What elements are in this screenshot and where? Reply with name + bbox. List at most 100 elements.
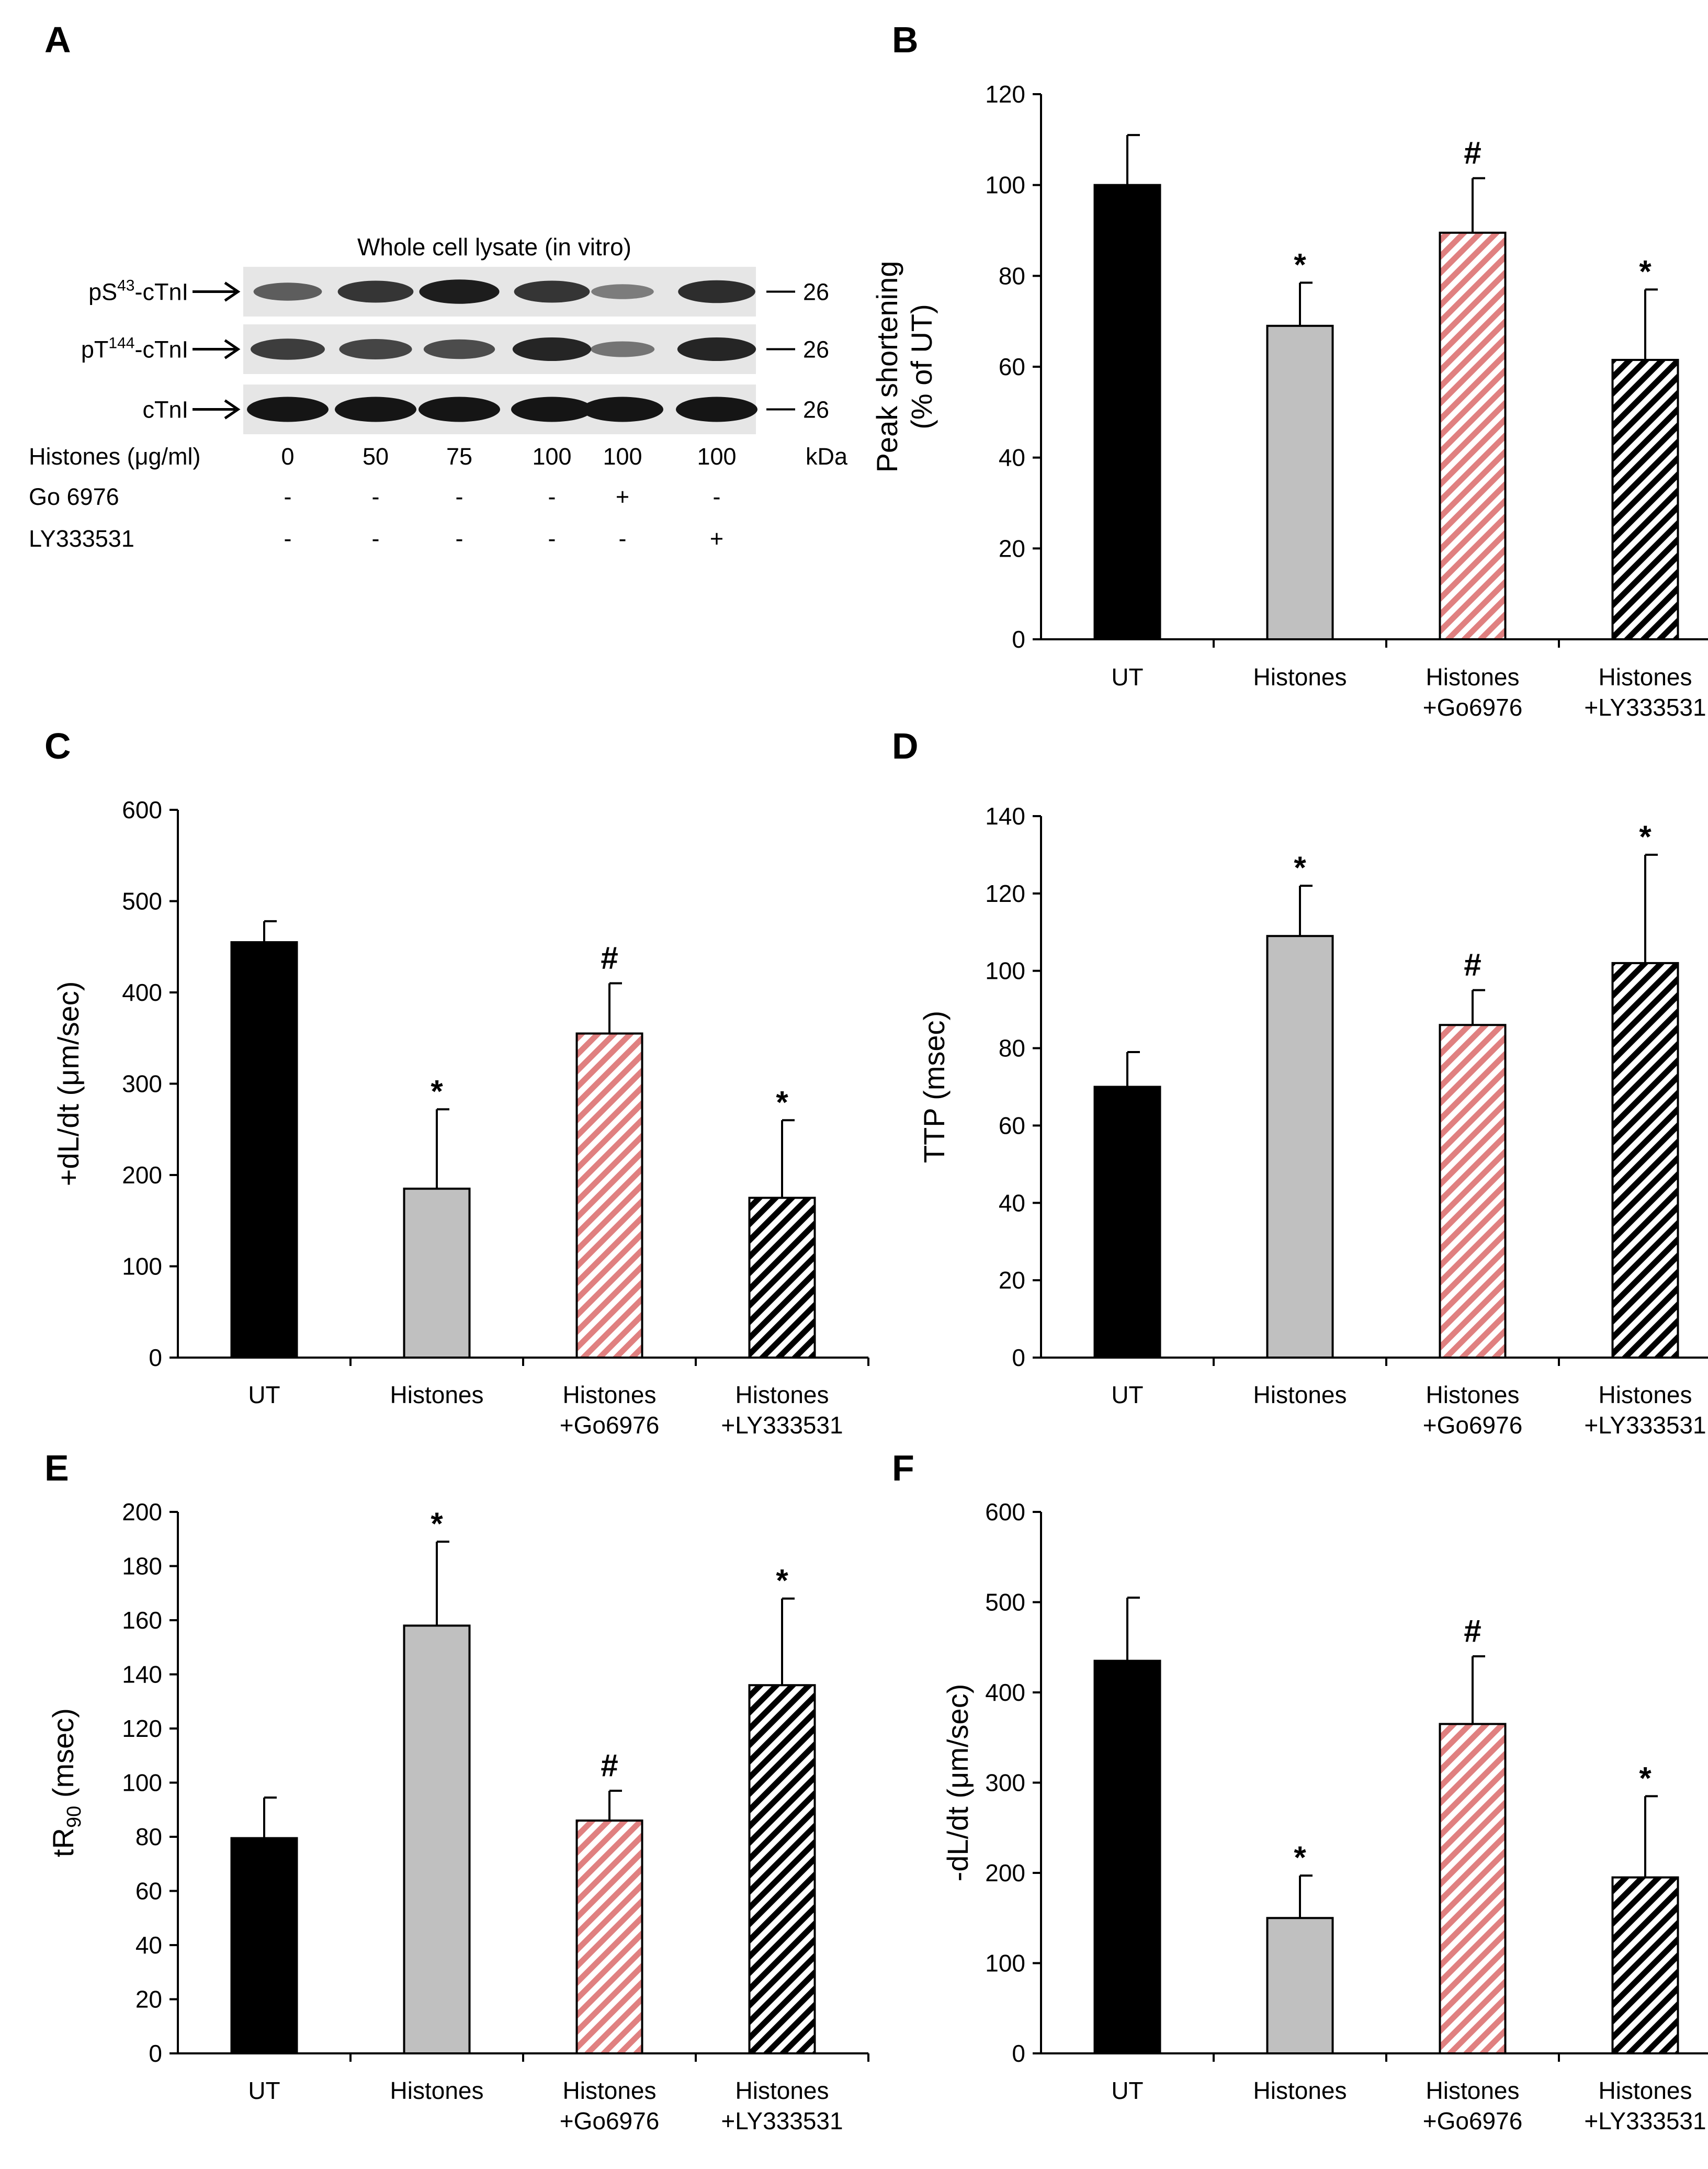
category-label: Histones bbox=[736, 1381, 829, 1408]
blot-rows: pS43-cTnI 26 pT144-cTnI 26 cTnI 26 bbox=[81, 267, 829, 434]
bar bbox=[230, 941, 298, 1359]
y-tick-label: 600 bbox=[985, 1498, 1025, 1526]
chart-panel-b: B 0 20 40 60 80 100 120 Peak shortening(% of UT)… bbox=[870, 19, 1708, 721]
bar bbox=[575, 1819, 643, 2054]
significance-marker: * bbox=[1294, 247, 1306, 282]
y-tick-label: 0 bbox=[1012, 2040, 1025, 2067]
y-tick-label: 140 bbox=[985, 803, 1025, 830]
panel-label: E bbox=[44, 1448, 69, 1488]
category-label: UT bbox=[1111, 1381, 1143, 1408]
significance-marker: * bbox=[776, 1084, 788, 1120]
y-tick-label: 300 bbox=[985, 1769, 1025, 1797]
blot-row-label: pS43-cTnI bbox=[88, 277, 188, 306]
significance-marker: * bbox=[1639, 819, 1652, 854]
category-label: Histones bbox=[563, 2077, 657, 2104]
blot-row: pT144-cTnI 26 bbox=[81, 324, 829, 374]
blot-row: pS43-cTnI 26 bbox=[88, 267, 829, 317]
category-label: UT bbox=[1111, 663, 1143, 691]
treatment-value: 100 bbox=[603, 443, 642, 470]
y-tick-label: 0 bbox=[1012, 1344, 1025, 1371]
bar bbox=[1611, 1876, 1679, 2054]
y-tick-label: 60 bbox=[135, 1878, 162, 1905]
category-label: Histones bbox=[1599, 1381, 1692, 1408]
y-tick-label: 180 bbox=[122, 1553, 162, 1580]
treatment-label: Histones (μg/ml) bbox=[29, 443, 201, 470]
category-label: +LY333531 bbox=[721, 2107, 843, 2134]
significance-marker: * bbox=[1294, 1840, 1306, 1875]
y-tick-label: 100 bbox=[122, 1253, 162, 1280]
y-tick-label: 140 bbox=[122, 1661, 162, 1688]
panel-label: F bbox=[892, 1448, 914, 1488]
treatment-value: - bbox=[284, 525, 292, 552]
category-label: Histones bbox=[390, 2077, 484, 2104]
blot-band bbox=[418, 397, 500, 422]
y-tick-label: 20 bbox=[999, 1267, 1025, 1294]
significance-marker: # bbox=[1464, 135, 1481, 171]
blot-band bbox=[423, 339, 495, 359]
blot-band bbox=[511, 397, 593, 422]
blot-band bbox=[512, 337, 592, 361]
category-label: Histones bbox=[1426, 2077, 1520, 2104]
blot-band bbox=[676, 397, 757, 422]
category-label: +Go6976 bbox=[560, 1411, 660, 1439]
panel-label-a: A bbox=[44, 19, 71, 60]
category-label: UT bbox=[1111, 2077, 1143, 2104]
y-tick-label: 60 bbox=[999, 1112, 1025, 1139]
y-tick-label: 120 bbox=[122, 1715, 162, 1742]
treatment-value: - bbox=[456, 525, 463, 552]
significance-marker: * bbox=[776, 1563, 788, 1598]
bar bbox=[1611, 358, 1679, 640]
y-tick-label: 0 bbox=[149, 2040, 162, 2067]
blot-band bbox=[247, 397, 329, 422]
significance-marker: # bbox=[1464, 947, 1481, 982]
category-label: Histones bbox=[1253, 2077, 1347, 2104]
arrowhead-icon bbox=[224, 399, 241, 420]
treatment-row: LY333531 - - - - - + bbox=[29, 525, 723, 552]
category-label: Histones bbox=[1599, 2077, 1692, 2104]
y-tick-label: 160 bbox=[122, 1607, 162, 1634]
treatment-table: Histones (μg/ml) 0 50 75 100 100 100 Go 6976 - - -… bbox=[29, 443, 737, 552]
arrowhead-icon bbox=[224, 281, 241, 302]
treatment-row: Go 6976 - - - - + - bbox=[29, 483, 721, 510]
kda-unit: kDa bbox=[806, 443, 848, 470]
bar bbox=[1439, 231, 1507, 640]
y-tick-label: 80 bbox=[999, 262, 1025, 289]
y-axis-title: +dL/dt (μm/sec) bbox=[52, 981, 85, 1187]
bar bbox=[1439, 1723, 1507, 2054]
y-tick-label: 40 bbox=[135, 1931, 162, 1959]
category-label: Histones bbox=[1599, 663, 1692, 691]
chart-panel-e: E 0 20 40 60 80 100 120 140 160 180 200 tR90 (msec) U… bbox=[44, 1448, 869, 2134]
treatment-value: - bbox=[284, 483, 292, 510]
treatment-value: - bbox=[548, 525, 556, 552]
bar bbox=[1266, 1917, 1334, 2054]
y-tick-label: 60 bbox=[999, 353, 1025, 380]
treatment-label: Go 6976 bbox=[29, 483, 119, 510]
treatment-value: 75 bbox=[446, 443, 472, 470]
category-label: +Go6976 bbox=[1423, 2107, 1523, 2134]
treatment-label: LY333531 bbox=[29, 525, 134, 552]
significance-marker: * bbox=[431, 1074, 443, 1109]
significance-marker: * bbox=[431, 1506, 443, 1541]
chart-panel-c: C 0 100 200 300 400 500 600 +dL/dt (μm/sec) UT * Hi… bbox=[44, 726, 869, 1439]
blot-band bbox=[419, 279, 500, 304]
panel-label: B bbox=[892, 19, 919, 60]
y-axis-title: -dL/dt (μm/sec) bbox=[941, 1684, 974, 1882]
blot-band bbox=[514, 280, 590, 303]
category-label: +LY333531 bbox=[1584, 694, 1706, 721]
treatment-value: 100 bbox=[532, 443, 571, 470]
category-label: Histones bbox=[1253, 1381, 1347, 1408]
blot-band bbox=[335, 397, 416, 422]
y-tick-label: 120 bbox=[985, 81, 1025, 108]
y-tick-label: 0 bbox=[1012, 626, 1025, 653]
y-tick-label: 120 bbox=[985, 880, 1025, 907]
blot-band bbox=[591, 284, 654, 299]
y-tick-label: 100 bbox=[985, 957, 1025, 985]
blot-band bbox=[582, 397, 663, 422]
y-tick-label: 400 bbox=[985, 1679, 1025, 1706]
treatment-value: 50 bbox=[363, 443, 389, 470]
treatment-value: 100 bbox=[697, 443, 736, 470]
blot-band bbox=[337, 280, 414, 303]
treatment-row: Histones (μg/ml) 0 50 75 100 100 100 bbox=[29, 443, 737, 470]
blot-title: Whole cell lysate (in vitro) bbox=[357, 233, 631, 261]
